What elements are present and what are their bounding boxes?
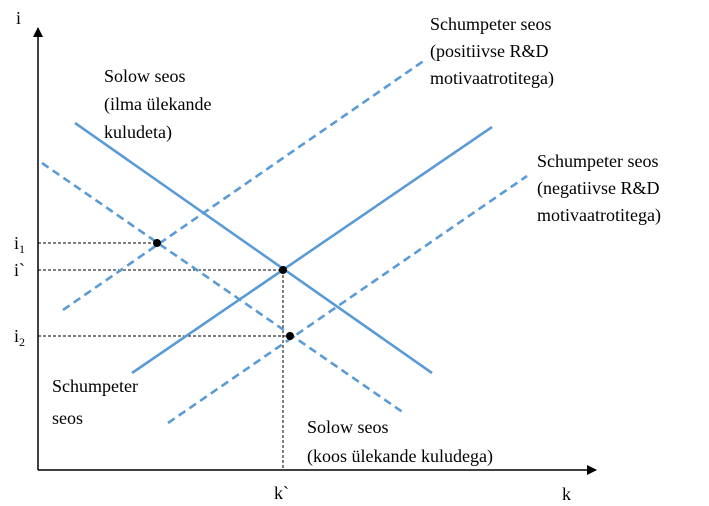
level-sub: 1 [19, 242, 25, 256]
level-base: i [14, 326, 19, 346]
point [286, 332, 294, 340]
curve-label: Schumpeter seos [430, 14, 551, 34]
schumpeter-negative-line [167, 174, 528, 425]
solow-costs-line [41, 161, 405, 415]
curve-label: (positiivse R&D [430, 41, 549, 62]
curve-label: (negatiivse R&D [537, 178, 659, 199]
curve-label: Schumpeter [52, 376, 138, 396]
curve-label: motivaatrotitega) [430, 68, 554, 89]
schumpeter-line [131, 125, 493, 375]
curve-label: (koos ülekande kuludega) [307, 446, 493, 467]
point [153, 239, 161, 247]
curve-label: seos [52, 408, 83, 428]
solow-line [74, 121, 433, 375]
level-label: i2 [14, 326, 25, 349]
level-sub: 2 [19, 335, 25, 349]
level-label: i1 [14, 233, 25, 256]
curve-label: motivaatrotitega) [537, 205, 661, 226]
curve-label: Schumpeter seos [537, 151, 658, 171]
curve-label: kuludeta) [104, 122, 172, 143]
y-axis-label: i [16, 8, 21, 28]
curve-label: Solow seos [307, 417, 389, 437]
x-axis-label: k [562, 484, 571, 504]
curve-labels: Schumpeter seos (positiivse R&D motivaatro… [52, 14, 661, 467]
level-label: i` [14, 260, 25, 280]
curve-label: (ilma ülekande [104, 94, 211, 115]
schumpeter-positive-line [62, 58, 426, 312]
level-base: i [14, 233, 19, 253]
curve-label: Solow seos [104, 66, 186, 86]
level-label: k` [274, 483, 289, 503]
point [279, 266, 287, 274]
